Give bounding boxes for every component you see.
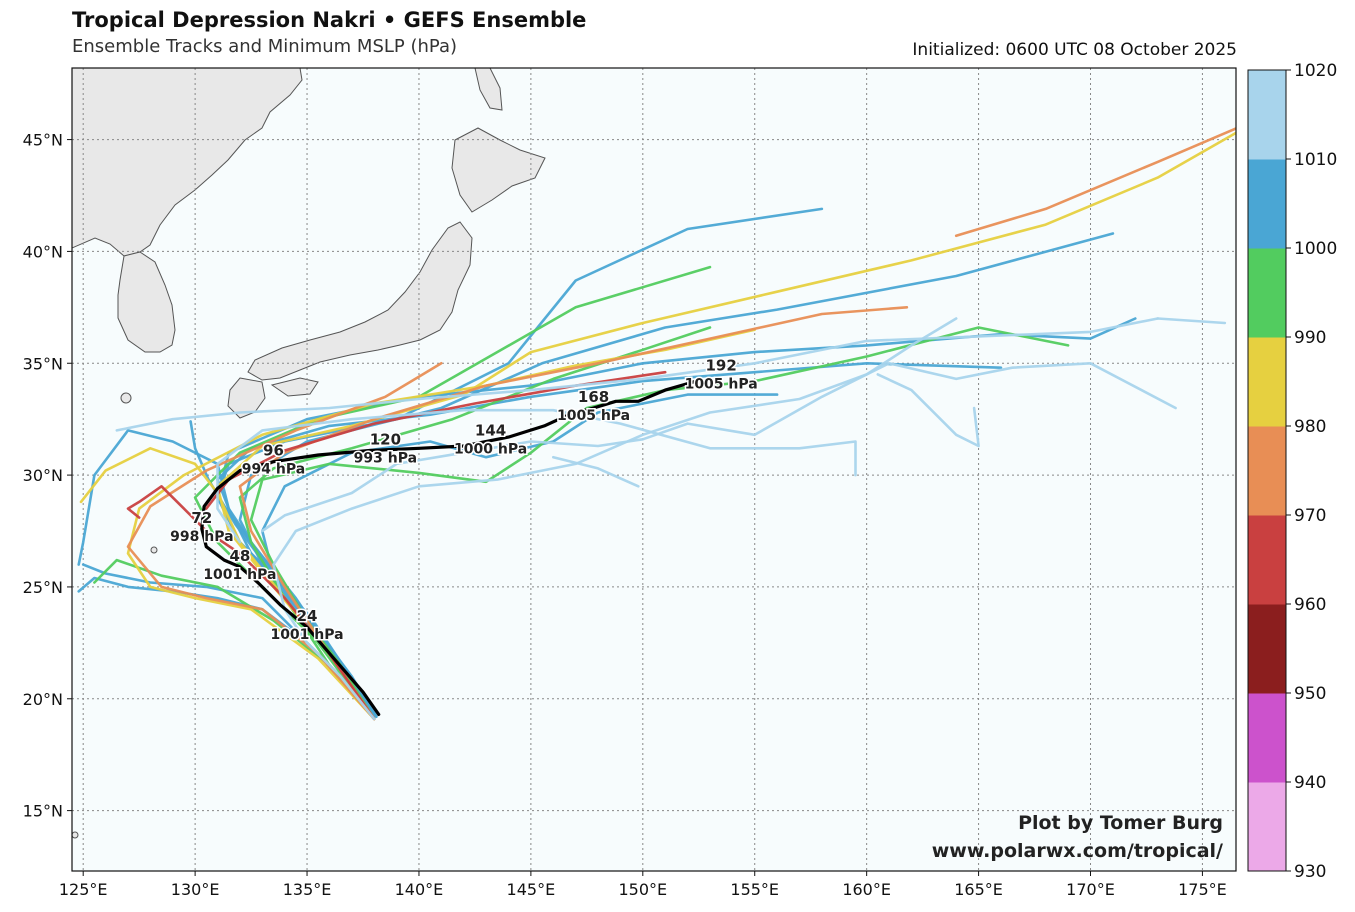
lon-tick-label: 155°E <box>730 880 779 899</box>
lon-tick-label: 145°E <box>507 880 556 899</box>
map-title: Tropical Depression Nakri • GEFS Ensembl… <box>72 8 587 32</box>
credit-url: www.polarwx.com/tropical/ <box>931 840 1223 862</box>
ensemble-track <box>552 455 640 488</box>
colorbar-segment <box>1248 426 1286 516</box>
colorbar-level-label: 970 <box>1294 506 1326 526</box>
ensemble-track <box>126 362 443 721</box>
colorbar-level-label: 1010 <box>1294 150 1337 170</box>
mslp-label: 1000 hPa <box>454 442 527 458</box>
forecast-hour-label: 144 <box>475 422 506 440</box>
ensemble-track <box>272 317 958 721</box>
colorbar-segment <box>1248 248 1286 338</box>
lat-tick-label: 35°N <box>23 354 63 373</box>
lon-tick-label: 160°E <box>842 880 891 899</box>
kyushu-landmass <box>227 377 266 419</box>
colorbar-frame <box>1247 69 1287 872</box>
colorbar-level-label: 990 <box>1294 328 1326 348</box>
lon-tick-label: 165°E <box>954 880 1003 899</box>
forecast-hour-label: 192 <box>705 357 736 375</box>
lon-tick-label: 130°E <box>171 880 220 899</box>
mslp-label: 1005 hPa <box>557 408 630 424</box>
hokkaido-landmass <box>451 127 546 213</box>
mean-track-labels: 24 1001 hPa 48 1001 hPa 72 998 hPa 96 994 hPa 12… <box>169 355 760 645</box>
lon-tick-label: 150°E <box>618 880 667 899</box>
shikoku-landmass <box>270 377 319 397</box>
colorbar-segment <box>1248 693 1286 783</box>
lat-tick-label: 20°N <box>23 690 63 709</box>
map-frame <box>71 67 1237 872</box>
colorbar-level-label: 1020 <box>1294 61 1337 81</box>
forecast-hour-label: 168 <box>578 388 609 406</box>
ensemble-track <box>126 328 756 721</box>
ensemble-track <box>1156 317 1227 325</box>
jeju-island <box>120 392 132 404</box>
mslp-label: 1005 hPa <box>685 377 758 393</box>
ensemble-track <box>238 232 1115 718</box>
luzon-edge <box>72 831 79 839</box>
okinawa-island <box>150 546 158 554</box>
colorbar-level-label: 940 <box>1294 773 1326 793</box>
forecast-hour-label: 96 <box>263 442 284 460</box>
honshu-landmass <box>247 221 473 381</box>
colorbar-segment <box>1248 604 1286 694</box>
colorbar: 930 940 950 960 970 980 990 1000 1010 1020 <box>1247 61 1337 882</box>
colorbar-segment <box>1248 337 1286 427</box>
forecast-hour-label: 24 <box>297 607 318 625</box>
lat-tick-label: 30°N <box>23 466 63 485</box>
credit-author: Plot by Tomer Burg <box>1018 812 1223 834</box>
colorbar-level-label: 930 <box>1294 862 1326 882</box>
lon-tick-label: 135°E <box>283 880 332 899</box>
init-time: Initialized: 0600 UTC 08 October 2025 <box>912 40 1237 60</box>
colorbar-level-label: 950 <box>1294 684 1326 704</box>
mslp-label: 1001 hPa <box>270 627 343 643</box>
forecast-hour-label: 72 <box>191 509 212 527</box>
lon-tick-label: 140°E <box>395 880 444 899</box>
lon-tick-label: 175°E <box>1178 880 1227 899</box>
colorbar-level-label: 980 <box>1294 417 1326 437</box>
mslp-label: 994 hPa <box>242 462 305 478</box>
ensemble-track <box>954 127 1236 238</box>
ensemble-track <box>115 317 1159 432</box>
mslp-label: 993 hPa <box>354 450 417 466</box>
ensemble-track <box>216 408 857 544</box>
mslp-label: 998 hPa <box>170 529 233 545</box>
colorbar-segment <box>1248 70 1286 160</box>
forecast-hour-label: 120 <box>370 430 401 448</box>
lon-tick-label: 125°E <box>59 880 108 899</box>
lat-tick-label: 15°N <box>23 802 63 821</box>
sakhalin-landmass <box>474 68 503 111</box>
ensemble-track <box>261 362 1177 533</box>
map-subtitle: Ensemble Tracks and Minimum MSLP (hPa) <box>72 36 458 57</box>
lon-tick-label: 170°E <box>1066 880 1115 899</box>
colorbar-segment <box>1248 159 1286 249</box>
ensemble-mean-track <box>200 379 699 716</box>
colorbar-segment <box>1248 782 1286 872</box>
korea-landmass <box>117 251 176 353</box>
ocean-background <box>72 68 1236 871</box>
colorbar-level-label: 1000 <box>1294 239 1337 259</box>
mslp-label: 1001 hPa <box>203 567 276 583</box>
ensemble-track <box>249 326 1070 721</box>
lat-tick-label: 45°N <box>23 131 63 150</box>
axis-ticks: 125°E 130°E 135°E 140°E 145°E 150°E 155°E 160°E… <box>23 131 1227 899</box>
colorbar-level-label: 960 <box>1294 595 1326 615</box>
colorbar-segment <box>1248 515 1286 605</box>
forecast-hour-label: 48 <box>229 547 250 565</box>
mean-track <box>200 379 699 716</box>
lat-tick-label: 40°N <box>23 242 63 261</box>
lat-tick-label: 25°N <box>23 578 63 597</box>
ensemble-track <box>876 373 980 448</box>
